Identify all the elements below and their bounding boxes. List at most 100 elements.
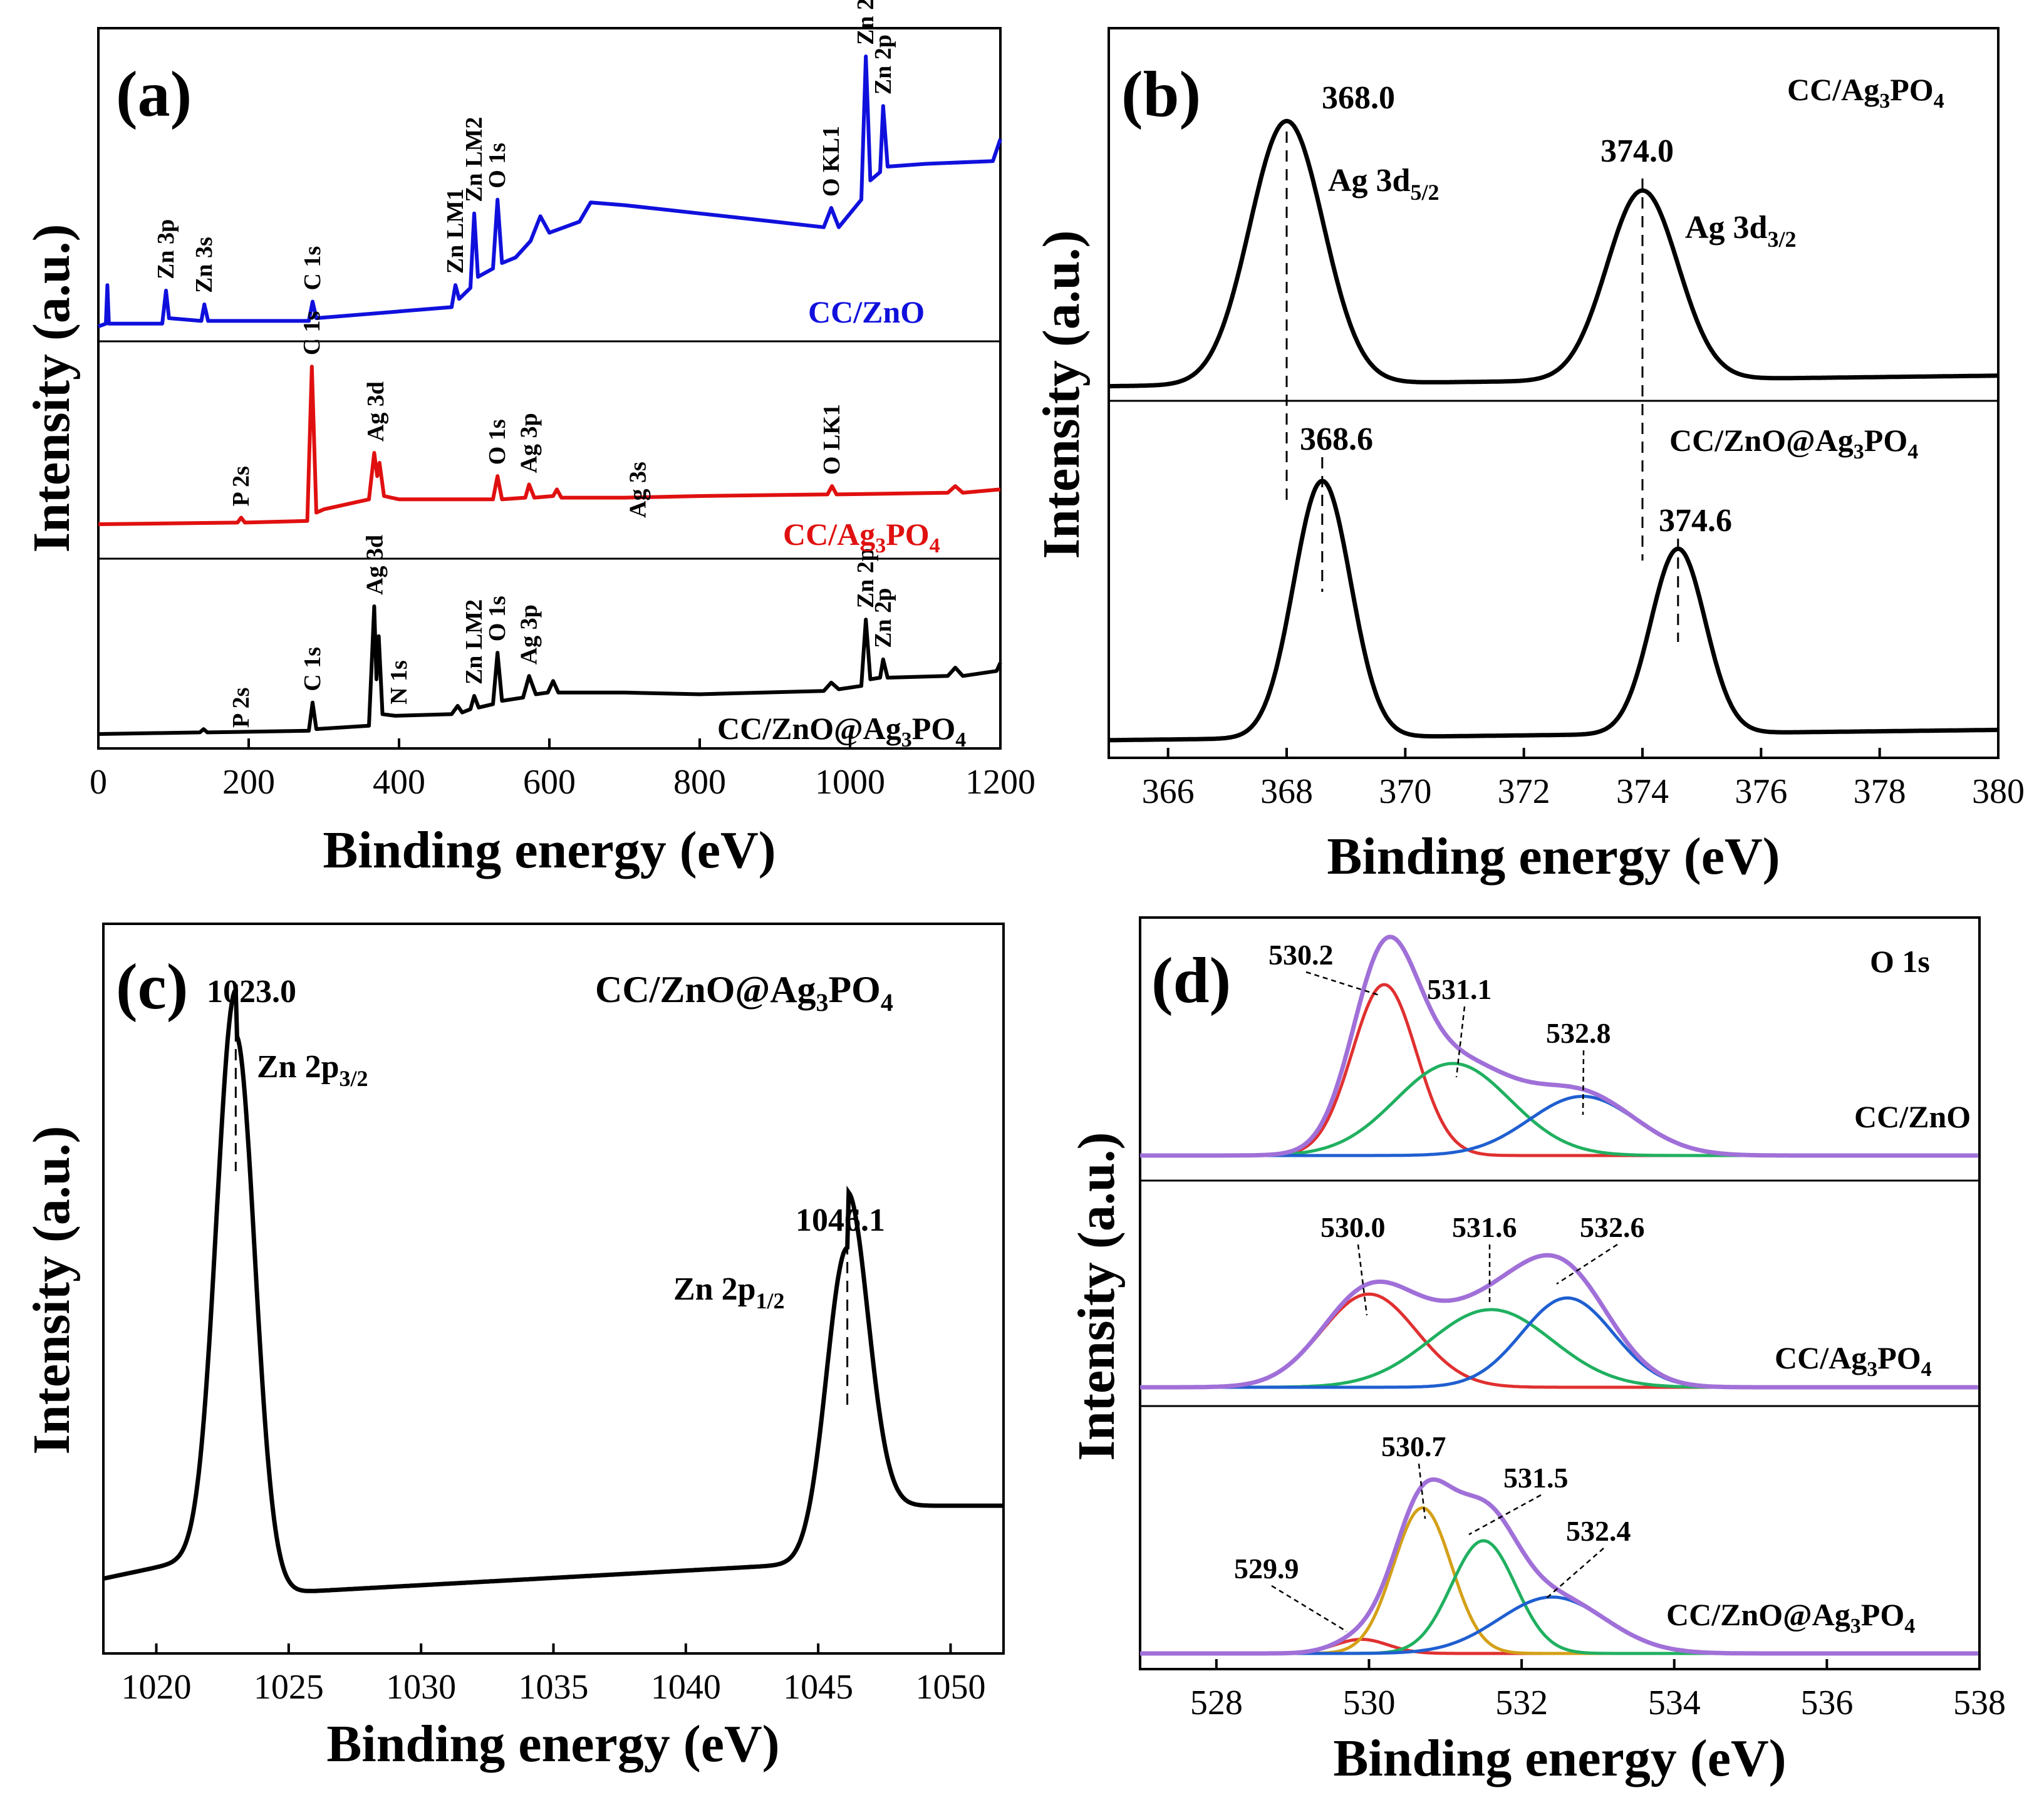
panel-c-letter: (c) bbox=[116, 951, 188, 1023]
panel-a-peak-label-ag3po4-1: C 1s bbox=[299, 311, 325, 356]
panel-a-sample-ag3po4-main: CC/Ag bbox=[783, 517, 875, 552]
panel-d-xtick-label-538: 538 bbox=[1953, 1684, 2006, 1722]
panel-d-leader-zno-ag3po4-2 bbox=[1468, 1494, 1542, 1536]
panel-c-sample-sub2: 4 bbox=[881, 988, 893, 1016]
panel-d-value-zno-0: 530.2 bbox=[1268, 939, 1334, 971]
panel-b-xtick-label-376: 376 bbox=[1735, 772, 1787, 811]
panel-d-leader-zno-ag3po4-3 bbox=[1543, 1548, 1604, 1601]
panel-d-value-zno-1: 531.1 bbox=[1427, 973, 1492, 1005]
panel-a-xtick-label-1000: 1000 bbox=[815, 763, 885, 802]
panel-d-envelope-zno bbox=[1140, 934, 1978, 1158]
panel-a-xtick-label-200: 200 bbox=[222, 763, 275, 802]
panel-b-xtick-label-372: 372 bbox=[1498, 772, 1550, 811]
panel-b-sample-zno-ag3po4-sub2: 4 bbox=[1907, 440, 1918, 463]
panel-a-sample-ag3po4-sub: 3 bbox=[875, 534, 886, 557]
panel-b-sample-zno-ag3po4-sub: 3 bbox=[1854, 440, 1864, 463]
panel-a-xtick-label-600: 600 bbox=[523, 763, 576, 802]
panel-b-sample-ag3po4: CC/Ag3PO4 bbox=[1787, 72, 1944, 113]
panel-d-sample-zno: CC/ZnO bbox=[1854, 1099, 1971, 1134]
panel-b-frame bbox=[1108, 27, 2000, 759]
panel-d-sample-zno-ag3po4-main: CC/ZnO@Ag bbox=[1666, 1597, 1850, 1632]
panel-c-xtick-label-1030: 1030 bbox=[386, 1668, 456, 1707]
panel-c-peak-zn2p32: Zn 2p3/2 bbox=[257, 1049, 368, 1091]
panel-a-sample-ag3po4-tail: PO bbox=[886, 517, 929, 552]
panel-d-component-zno-0 bbox=[1140, 983, 1978, 1157]
panel-a-peak-label-zno-ag3po4-0: P 2s bbox=[228, 688, 254, 728]
panel-d-value-zno-ag3po4-3: 532.4 bbox=[1566, 1515, 1631, 1547]
panel-a-series-zno-ag3po4 bbox=[98, 604, 1002, 736]
panel-b-value-374-6: 374.6 bbox=[1659, 503, 1732, 539]
panel-b-value-374-0: 374.0 bbox=[1600, 133, 1674, 169]
panel-b-peak-ag3d52: Ag 3d5/2 bbox=[1328, 163, 1440, 205]
panel-c-sample-main: CC/ZnO@Ag bbox=[595, 969, 816, 1010]
panel-c-value-1023-0: 1023.0 bbox=[207, 974, 296, 1010]
panel-a-peak-label-zno-8: Zn 2p bbox=[870, 34, 896, 95]
panel-b-series-zno-ag3po4 bbox=[1109, 478, 1998, 743]
panel-d-frame bbox=[1139, 916, 1981, 1670]
panel-a-peak-label-zno-ag3po4-4: Zn LM2 bbox=[461, 599, 487, 685]
panel-a-peak-label-ag3po4-0: P 2s bbox=[228, 466, 254, 506]
panel-b-value-368-6: 368.6 bbox=[1300, 422, 1373, 457]
panel-c-xtick-label-1025: 1025 bbox=[254, 1668, 324, 1707]
panel-a-xlabel: Binding energy (eV) bbox=[323, 821, 776, 879]
panel-b-peak-ag3d32: Ag 3d3/2 bbox=[1685, 210, 1797, 252]
panel-b-sample-ag3po4-sub: 3 bbox=[1879, 90, 1890, 113]
panel-b-xtick-label-380: 380 bbox=[1972, 772, 2025, 811]
panel-a-peak-label-zno-3: Zn LM1 bbox=[442, 189, 469, 274]
panel-c-xtick-label-1035: 1035 bbox=[519, 1668, 589, 1707]
panel-d-sample-zno-ag3po4-sub2: 4 bbox=[1904, 1615, 1915, 1638]
panel-a-xtick-label-800: 800 bbox=[673, 763, 726, 802]
panel-d-ylabel: Intensity (a.u.) bbox=[1067, 1132, 1126, 1461]
panel-c: 1020 1025 1030 1035 1040 1045 1050 (c) 1023.0 … bbox=[23, 923, 1005, 1773]
panel-a-ylabel: Intensity (a.u.) bbox=[23, 224, 81, 552]
panel-b-sample-zno-ag3po4-tail: PO bbox=[1864, 423, 1907, 458]
panel-c-peak-zn2p32-main: Zn 2p bbox=[257, 1049, 340, 1085]
panel-b-letter: (b) bbox=[1121, 58, 1201, 130]
panel-d-value-zno-ag3po4-2: 531.5 bbox=[1503, 1462, 1569, 1494]
panel-d-xtick-label-536: 536 bbox=[1800, 1684, 1853, 1722]
panel-c-xtick-label-1050: 1050 bbox=[915, 1668, 985, 1707]
panel-a-xtick-label-0: 0 bbox=[90, 763, 107, 802]
panel-a-peak-label-zno-5: O 1s bbox=[484, 143, 511, 189]
panel-d-xtick-label-528: 528 bbox=[1190, 1684, 1243, 1722]
panel-b-ylabel: Intensity (a.u.) bbox=[1032, 230, 1091, 559]
panel-c-sample-sub: 3 bbox=[816, 988, 829, 1016]
panel-a-sample-zno-ag3po4-sub2: 4 bbox=[955, 728, 966, 752]
panel-c-peak-zn2p12-sub: 1/2 bbox=[756, 1288, 785, 1313]
panel-c-ylabel: Intensity (a.u.) bbox=[23, 1125, 81, 1454]
panel-a-sample-ag3po4-sub2: 4 bbox=[930, 534, 940, 557]
panel-d-component-zno-2 bbox=[1140, 1095, 1978, 1157]
panel-d: 530.2 531.1 532.8 530.0 531.6 532.6 529.9 530.7… bbox=[1067, 916, 2006, 1787]
panel-b-peak-ag3d32-main: Ag 3d bbox=[1685, 210, 1768, 246]
panel-a-peak-label-zno-6: O KL1 bbox=[818, 126, 844, 197]
panel-a-peak-label-ag3po4-4: Ag 3p bbox=[516, 413, 542, 473]
panel-d-value-zno-ag3po4-0: 529.9 bbox=[1234, 1553, 1299, 1585]
panel-d-envelope-ag3po4 bbox=[1140, 1253, 1978, 1390]
panel-c-xtick-label-1040: 1040 bbox=[651, 1668, 721, 1707]
panel-d-leader-zno-ag3po4-1 bbox=[1418, 1463, 1426, 1519]
panel-a-sample-zno-ag3po4-sub: 3 bbox=[901, 728, 912, 752]
panel-a-peak-label-ag3po4-2: Ag 3d bbox=[363, 381, 389, 442]
panel-c-xtick-label-1045: 1045 bbox=[783, 1668, 853, 1707]
panel-c-peak-zn2p32-sub: 3/2 bbox=[340, 1066, 368, 1091]
panel-b-peak-ag3d52-main: Ag 3d bbox=[1328, 163, 1411, 199]
panel-c-plot bbox=[103, 984, 1004, 1593]
panel-d-sample-ag3po4-sub: 3 bbox=[1867, 1358, 1877, 1381]
panel-c-peak-zn2p12: Zn 2p1/2 bbox=[673, 1271, 785, 1313]
panel-a-peak-label-zno-ag3po4-6: Ag 3p bbox=[516, 604, 542, 665]
panel-b-sample-ag3po4-sub2: 4 bbox=[1934, 90, 1944, 113]
panel-a-peak-label-zno-ag3po4-5: O 1s bbox=[484, 596, 511, 641]
panel-a-sample-zno-ag3po4-main: CC/ZnO@Ag bbox=[717, 711, 901, 746]
panel-b-sample-ag3po4-main: CC/Ag bbox=[1787, 72, 1879, 107]
panel-b-peak-ag3d52-sub: 5/2 bbox=[1410, 180, 1439, 205]
panel-d-xtick-label-530: 530 bbox=[1342, 1684, 1395, 1722]
panel-d-sample-ag3po4-tail: PO bbox=[1877, 1340, 1921, 1375]
panel-b-xtick-label-370: 370 bbox=[1379, 772, 1431, 811]
panel-a-xtick-label-1200: 1200 bbox=[965, 763, 1035, 802]
panel-a-peak-label-zno-2: C 1s bbox=[299, 246, 326, 291]
panel-d-value-ag3po4-1: 531.6 bbox=[1452, 1211, 1517, 1243]
panel-a-peak-label-zno-ag3po4-7: Zn 2p bbox=[853, 548, 879, 608]
panel-a-ticks: 0 200 400 600 800 1000 1200 bbox=[90, 738, 1035, 802]
panel-d-sample-ag3po4: CC/Ag3PO4 bbox=[1775, 1340, 1932, 1381]
